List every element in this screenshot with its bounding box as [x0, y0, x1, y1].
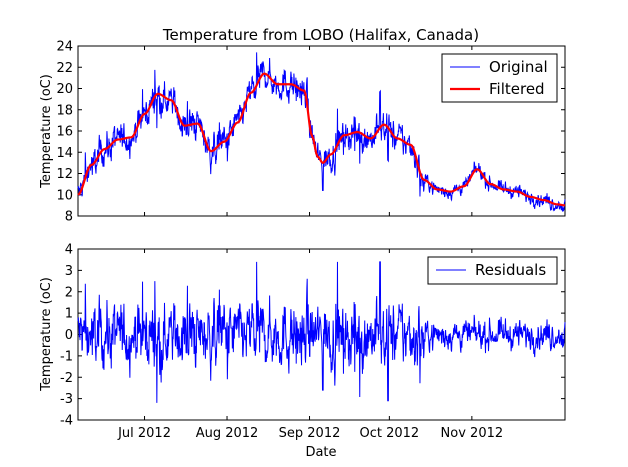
bottom-legend: Residuals	[427, 256, 558, 285]
series-residuals-line	[77, 261, 566, 403]
bottom-y-tick-label: 0	[65, 328, 73, 343]
series-original-line	[77, 52, 566, 212]
bottom-y-tick-label: 3	[65, 264, 73, 279]
bottom-plot-area: -4 -3 -2 -1 0 1 2 3 4 Jul 2012 Aug 2012 Sep 2012 Oc…	[60, 243, 566, 441]
bottom-y-tick-label: 4	[65, 243, 73, 258]
bottom-x-axis-label: Date	[305, 445, 336, 460]
top-y-tick-label: 18	[56, 103, 73, 118]
bottom-x-tick-label: Jul 2012	[117, 426, 171, 441]
top-legend-box	[441, 53, 558, 103]
bottom-y-tick-label: -2	[60, 371, 73, 386]
top-plot-area: 8 10 12 14 16 18 20 22 24	[56, 40, 566, 225]
top-y-tick-label: 20	[56, 82, 73, 97]
top-y-tick-label: 10	[56, 188, 73, 203]
bottom-x-tick-label: Oct 2012	[360, 426, 420, 441]
bottom-x-tick-label: Nov 2012	[441, 426, 504, 441]
bottom-y-tick-label: -4	[60, 414, 73, 429]
bottom-x-tick-label: Aug 2012	[196, 426, 259, 441]
top-y-axis-label: Temperature (oC)	[39, 74, 54, 189]
bottom-y-tick-label: -3	[60, 392, 73, 407]
top-y-tick-label: 14	[56, 146, 73, 161]
top-y-tick-label: 8	[65, 210, 73, 225]
bottom-y-tick-label: 1	[65, 307, 73, 322]
top-y-tick-label: 16	[56, 125, 73, 140]
top-y-tick-label: 12	[56, 167, 73, 182]
top-y-tick-label: 22	[56, 61, 73, 76]
bottom-x-tick-label: Sep 2012	[279, 426, 341, 441]
series-filtered-line	[77, 72, 566, 207]
top-x-ticks	[144, 46, 473, 216]
legend-filtered-label: Filtered	[489, 80, 545, 98]
top-legend: Original Filtered	[441, 53, 558, 103]
bottom-y-ticks: -4 -3 -2 -1 0 1 2 3 4	[60, 243, 565, 429]
bottom-y-tick-label: 2	[65, 285, 73, 300]
bottom-y-tick-label: -1	[60, 349, 73, 364]
bottom-x-ticks: Jul 2012 Aug 2012 Sep 2012 Oct 2012 Nov 2012	[117, 249, 503, 441]
bottom-y-axis-label: Temperature (oC)	[39, 277, 54, 392]
top-y-tick-label: 24	[56, 40, 73, 55]
top-chart-title: Temperature from LOBO (Halifax, Canada)	[162, 26, 479, 44]
legend-original-label: Original	[489, 58, 548, 76]
top-y-ticks: 8 10 12 14 16 18 20 22 24	[56, 40, 565, 225]
legend-residuals-label: Residuals	[475, 261, 546, 279]
